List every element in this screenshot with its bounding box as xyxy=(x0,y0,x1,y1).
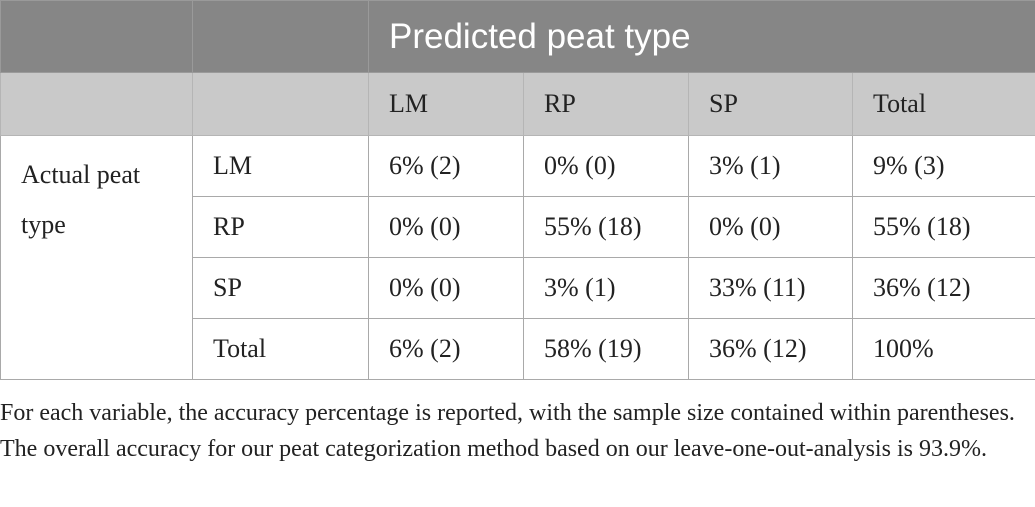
table-row: RP 0% (0) 55% (18) 0% (0) 55% (18) xyxy=(1,196,1035,258)
table-cell: 100% xyxy=(851,318,1035,380)
column-header-lm: LM xyxy=(368,72,524,136)
table-cell: 0% (0) xyxy=(523,135,689,197)
table-title-row: Predicted peat type xyxy=(0,0,1035,73)
row-label: LM xyxy=(192,135,369,197)
table-title: Predicted peat type xyxy=(367,0,1035,73)
row-label: Total xyxy=(192,318,369,380)
column-header-total: Total xyxy=(851,72,1035,136)
table-cell: 3% (1) xyxy=(688,135,853,197)
table-cell: 0% (0) xyxy=(368,257,524,319)
row-group-label: Actual peat type xyxy=(0,135,193,380)
column-header-row: LM RP SP Total xyxy=(0,72,1035,136)
table-cell: 58% (19) xyxy=(523,318,689,380)
table-row: Actual peat type LM 6% (2) 0% (0) 3% (1)… xyxy=(0,135,1035,380)
table-cell: 6% (2) xyxy=(368,318,524,380)
empty-corner-cell xyxy=(192,72,369,136)
empty-corner-cell xyxy=(0,72,193,136)
confusion-matrix-table: Predicted peat type LM RP SP Total Actua… xyxy=(0,0,1035,380)
table-row: Total 6% (2) 58% (19) 36% (12) 100% xyxy=(1,318,1035,380)
table-cell: 55% (18) xyxy=(851,196,1035,258)
table-cell: 0% (0) xyxy=(688,196,853,258)
table-cell: 3% (1) xyxy=(523,257,689,319)
table-cell: 36% (12) xyxy=(851,257,1035,319)
empty-corner-cell xyxy=(192,0,369,73)
row-label: RP xyxy=(192,196,369,258)
table-cell: 55% (18) xyxy=(523,196,689,258)
table-row: SP 0% (0) 3% (1) 33% (11) 36% (12) xyxy=(1,257,1035,319)
table-cell: 33% (11) xyxy=(688,257,853,319)
row-label: SP xyxy=(192,257,369,319)
column-header-rp: RP xyxy=(523,72,689,136)
table-cell: 9% (3) xyxy=(851,135,1035,197)
table-cell: 6% (2) xyxy=(368,135,524,197)
column-header-sp: SP xyxy=(688,72,853,136)
empty-corner-cell xyxy=(0,0,193,73)
table-cell: 36% (12) xyxy=(688,318,853,380)
table-cell: 0% (0) xyxy=(368,196,524,258)
table-footnote: For each variable, the accuracy percenta… xyxy=(0,400,1015,462)
